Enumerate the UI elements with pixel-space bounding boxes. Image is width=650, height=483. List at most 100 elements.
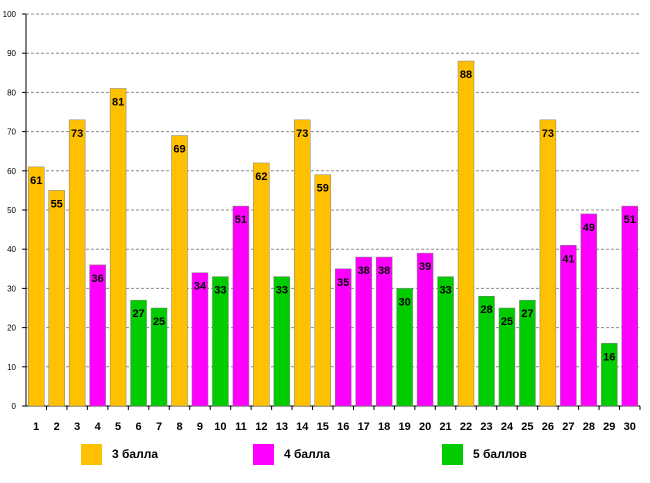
bar-18: [375, 256, 393, 407]
x-tick-label-19: 19: [399, 421, 411, 433]
y-tick-label-10: 10: [7, 363, 16, 372]
legend-item-3: 3 балла: [81, 441, 158, 467]
legend-item-5: 5 баллов: [442, 441, 527, 467]
x-tick-label-25: 25: [521, 421, 533, 433]
data-label-10: 33: [214, 285, 226, 297]
y-tick-label-20: 20: [7, 324, 16, 333]
x-tick-label-28: 28: [583, 421, 595, 433]
bar-29: [601, 343, 618, 407]
x-tick-label-24: 24: [501, 421, 514, 433]
legend-swatch-5: [442, 443, 463, 465]
data-label-5: 81: [112, 96, 124, 108]
data-label-23: 28: [480, 304, 492, 316]
x-tick-labels: 1 2 3 4 5 6 7 8 9 10 11 12 13 14 15 16 17 18 19 20 21 22 23 24 2…: [33, 421, 636, 433]
bar-23: [478, 295, 495, 407]
data-label-24: 25: [501, 316, 513, 328]
bars: [28, 60, 638, 407]
x-tick-label-27: 27: [562, 421, 574, 433]
bar-14: [294, 119, 311, 407]
bar-5: [109, 88, 127, 407]
data-label-26: 73: [542, 128, 554, 140]
data-label-20: 39: [419, 261, 431, 273]
x-tick-label-7: 7: [156, 421, 162, 433]
y-tick-label-60: 60: [7, 167, 16, 176]
data-label-30: 51: [624, 214, 636, 226]
data-label-3: 73: [71, 128, 83, 140]
bar-25: [519, 299, 536, 407]
legend-item-4: 4 балла: [253, 441, 330, 467]
bar-7: [150, 307, 168, 407]
y-tick-labels: 0 10 20 30 40 50 60 70 80 90 100: [3, 10, 17, 411]
data-labels: 61 55 73 36 81 27 25 69 34 33 51 62 33 73 59 35 38 38 30 39…: [30, 69, 636, 363]
x-tick-label-10: 10: [214, 421, 226, 433]
bar-4: [89, 264, 106, 407]
data-label-7: 25: [153, 316, 165, 328]
y-tick-label-80: 80: [7, 88, 16, 97]
x-tick-label-8: 8: [176, 421, 182, 433]
data-label-28: 49: [583, 222, 595, 234]
y-tick-label-40: 40: [7, 245, 16, 254]
x-tick-label-4: 4: [95, 421, 102, 433]
data-label-27: 41: [562, 253, 574, 265]
bar-24: [498, 307, 516, 407]
x-tick-label-17: 17: [358, 421, 370, 433]
data-label-18: 38: [378, 265, 390, 277]
data-label-9: 34: [194, 281, 207, 293]
bar-27: [560, 245, 577, 407]
x-tick-label-5: 5: [115, 421, 121, 433]
data-label-16: 35: [337, 277, 349, 289]
x-tick-label-15: 15: [317, 421, 329, 433]
gridlines: [26, 13, 640, 368]
x-tick-label-23: 23: [480, 421, 492, 433]
y-tick-label-30: 30: [7, 284, 16, 293]
data-label-29: 16: [603, 351, 615, 363]
axes: [22, 13, 641, 410]
bar-26: [539, 119, 557, 407]
bar-21: [437, 276, 454, 407]
bar-19: [396, 288, 413, 407]
data-label-19: 30: [399, 296, 411, 308]
bar-13: [273, 276, 291, 407]
y-tick-label-100: 100: [3, 10, 17, 19]
bar-1: [28, 166, 45, 407]
bar-28: [580, 213, 598, 407]
y-tick-label-90: 90: [7, 49, 16, 58]
x-tick-label-14: 14: [296, 421, 309, 433]
y-tick-label-50: 50: [7, 206, 16, 215]
data-label-11: 51: [235, 214, 247, 226]
legend-swatch-3: [81, 443, 102, 465]
legend-label-5: 5 баллов: [473, 447, 527, 461]
data-label-1: 61: [30, 175, 42, 187]
y-tick-label-70: 70: [7, 128, 16, 137]
bar-10: [212, 276, 229, 407]
data-label-14: 73: [296, 128, 308, 140]
x-tick-label-21: 21: [439, 421, 451, 433]
x-tick-label-13: 13: [276, 421, 288, 433]
x-tick-label-29: 29: [603, 421, 615, 433]
data-label-17: 38: [358, 265, 370, 277]
bar-22: [457, 60, 475, 407]
legend-label-4: 4 балла: [284, 447, 331, 461]
x-tick-label-9: 9: [197, 421, 203, 433]
bar-16: [335, 268, 352, 407]
x-tick-label-22: 22: [460, 421, 472, 433]
data-label-8: 69: [173, 144, 185, 156]
bar-20: [416, 252, 434, 407]
x-tick-label-11: 11: [235, 421, 247, 433]
x-tick-label-12: 12: [255, 421, 267, 433]
data-label-12: 62: [255, 171, 267, 183]
legend-label-3: 3 балла: [112, 447, 159, 461]
data-label-22: 88: [460, 69, 472, 81]
legend-swatch-4: [253, 443, 274, 465]
bar-6: [130, 299, 147, 407]
bar-17: [355, 256, 372, 407]
data-label-13: 33: [276, 285, 288, 297]
bar-15: [314, 174, 331, 407]
bar-8: [171, 135, 188, 407]
bar-12: [253, 162, 270, 407]
x-tick-label-2: 2: [54, 421, 60, 433]
data-label-21: 33: [439, 285, 451, 297]
data-label-6: 27: [132, 308, 144, 320]
data-label-25: 27: [521, 308, 533, 320]
